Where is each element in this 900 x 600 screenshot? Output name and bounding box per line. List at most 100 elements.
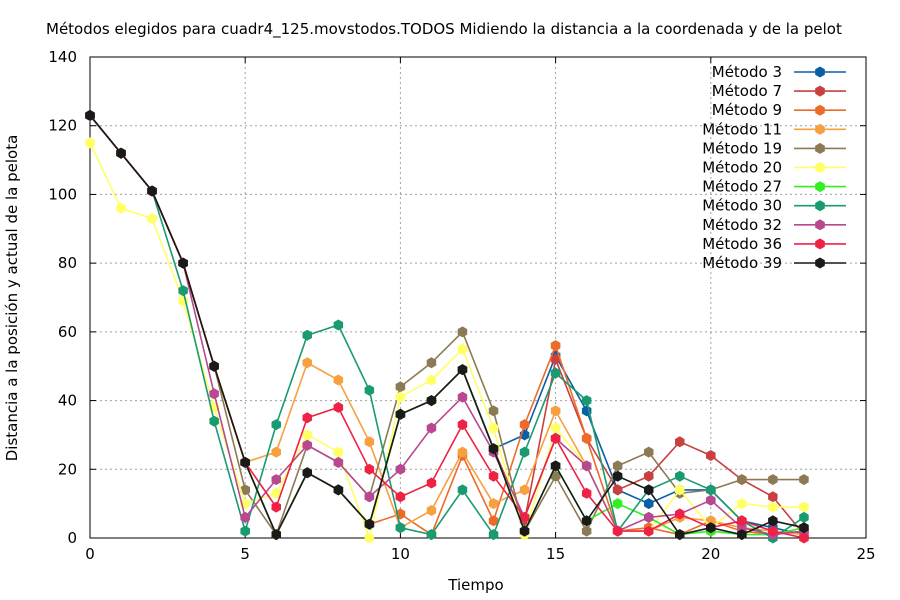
- legend-entry: Método 3: [712, 63, 846, 81]
- data-point: [178, 257, 188, 269]
- series-1: [85, 109, 809, 541]
- legend-label: Método 9: [712, 101, 782, 119]
- legend-marker: [815, 123, 825, 135]
- data-point: [147, 213, 157, 224]
- data-point: [799, 474, 809, 486]
- data-point: [644, 498, 654, 510]
- data-point: [426, 529, 437, 541]
- series-line: [89, 114, 804, 536]
- series-8: [85, 109, 809, 544]
- x-tick-label: 10: [391, 545, 410, 563]
- legend-marker: [815, 181, 825, 193]
- data-point: [706, 484, 716, 496]
- legend-marker: [815, 142, 825, 154]
- series-2: [85, 109, 809, 541]
- data-point: [85, 137, 95, 149]
- data-point: [581, 460, 592, 472]
- data-point: [550, 353, 561, 365]
- data-point: [799, 522, 809, 534]
- data-point: [457, 446, 468, 458]
- x-axis-label: Tiempo: [447, 576, 503, 594]
- series-11: [85, 109, 809, 541]
- data-point: [395, 491, 406, 503]
- data-point: [302, 412, 312, 424]
- data-point: [333, 374, 344, 386]
- data-point: [333, 401, 344, 413]
- y-tick-label: 80: [58, 254, 77, 272]
- legend-entry: Método 11: [702, 120, 846, 138]
- y-tick-label: 100: [48, 185, 77, 203]
- data-point: [271, 446, 281, 458]
- series-line: [89, 114, 805, 539]
- series-7: [85, 109, 809, 541]
- data-point: [240, 484, 250, 496]
- data-point: [675, 470, 685, 482]
- legend-marker: [815, 104, 825, 116]
- data-point: [644, 525, 654, 537]
- data-point: [364, 491, 375, 503]
- data-point: [178, 285, 188, 297]
- data-point: [302, 439, 312, 451]
- data-point: [550, 367, 561, 379]
- data-point: [488, 470, 499, 482]
- data-point: [426, 395, 437, 407]
- legend-entry: Método 9: [712, 101, 846, 119]
- data-point: [333, 446, 344, 458]
- legend-label: Método 30: [702, 197, 782, 215]
- data-point: [519, 484, 530, 496]
- data-point: [706, 450, 716, 461]
- data-point: [426, 374, 437, 386]
- data-point: [768, 474, 778, 486]
- y-tick-label: 40: [58, 392, 77, 410]
- data-point: [426, 477, 437, 489]
- data-point: [488, 443, 499, 455]
- data-point: [519, 446, 530, 458]
- data-point: [302, 429, 312, 441]
- data-point: [706, 522, 716, 534]
- legend-entry: Método 39: [702, 254, 846, 272]
- series-layer: [85, 109, 809, 544]
- data-point: [240, 511, 250, 523]
- series-9: [85, 109, 809, 541]
- x-tick-label: 25: [856, 545, 875, 563]
- legend-label: Método 27: [702, 178, 782, 196]
- data-point: [395, 381, 406, 393]
- data-point: [457, 326, 468, 338]
- legend-label: Método 11: [702, 120, 782, 138]
- data-point: [488, 498, 499, 510]
- data-point: [737, 474, 747, 486]
- legend-entry: Método 19: [702, 139, 846, 157]
- y-tick-label: 120: [48, 117, 77, 135]
- data-point: [799, 532, 809, 544]
- x-tick-label: 20: [701, 545, 720, 563]
- data-point: [581, 395, 592, 407]
- legend-entry: Método 36: [702, 235, 846, 253]
- series-5: [85, 109, 809, 541]
- data-point: [364, 384, 375, 396]
- data-point: [612, 525, 623, 537]
- data-point: [364, 436, 375, 448]
- legend-label: Método 20: [702, 159, 782, 177]
- x-tick-label: 5: [240, 545, 250, 563]
- data-point: [271, 487, 281, 499]
- data-point: [675, 436, 685, 448]
- data-point: [364, 463, 375, 475]
- data-point: [488, 529, 499, 541]
- y-tick-label: 140: [48, 48, 77, 66]
- data-point: [550, 405, 561, 417]
- legend-marker: [815, 200, 825, 212]
- series-line: [89, 114, 805, 537]
- data-point: [209, 415, 219, 427]
- data-point: [395, 391, 406, 403]
- data-point: [737, 529, 747, 541]
- legend-label: Método 39: [702, 254, 782, 272]
- data-point: [488, 422, 499, 434]
- plot-frame: [89, 56, 867, 539]
- data-point: [457, 484, 468, 496]
- data-point: [271, 501, 281, 513]
- data-point: [644, 484, 654, 496]
- x-tick-label: 15: [546, 545, 565, 563]
- data-point: [240, 525, 250, 537]
- data-point: [519, 525, 530, 537]
